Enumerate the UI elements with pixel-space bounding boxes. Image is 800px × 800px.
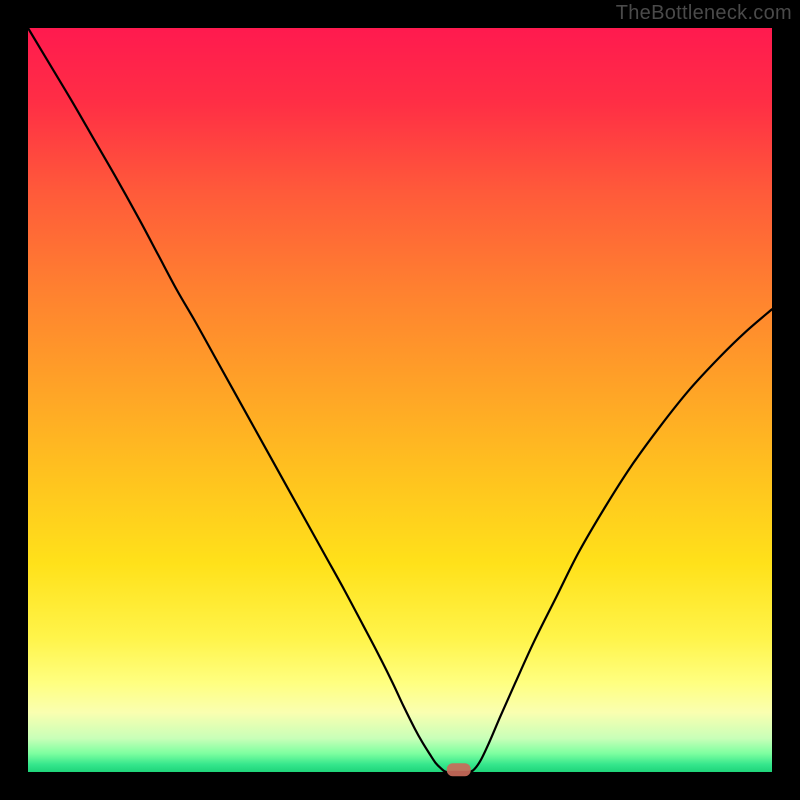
gradient-plot-area [0, 0, 800, 800]
watermark-text: TheBottleneck.com [616, 2, 792, 25]
plot-background [28, 28, 772, 772]
